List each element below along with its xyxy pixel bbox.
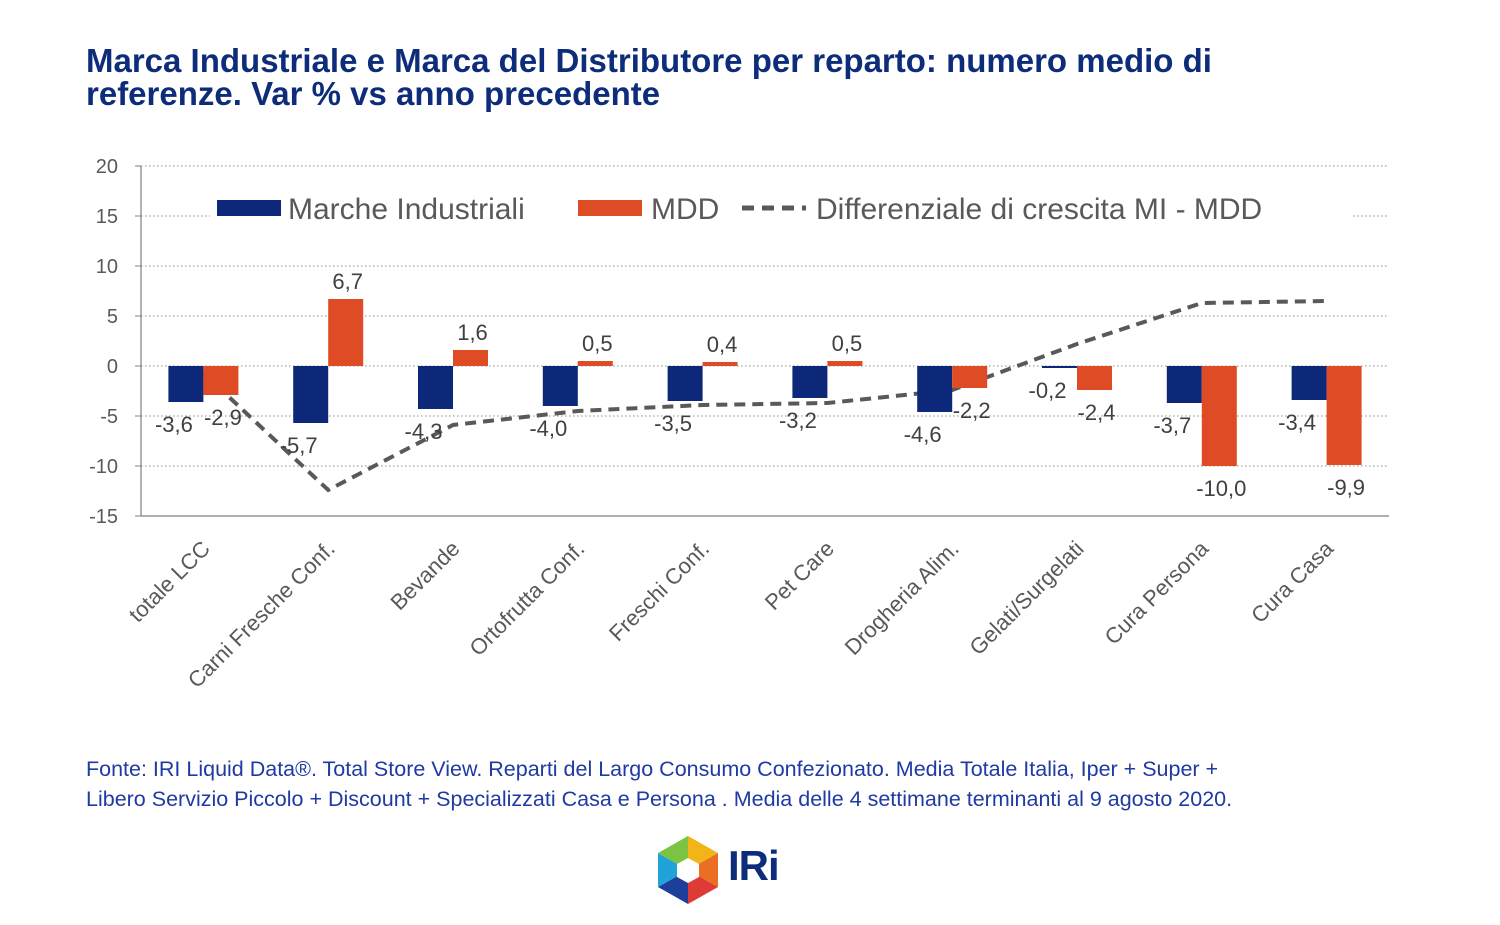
legend-background (210, 188, 1352, 230)
data-label-mdd: -2,2 (953, 398, 991, 423)
x-category-label: Freschi Conf. (604, 536, 714, 646)
iri-logo: IRi (652, 834, 812, 906)
y-tick-label: 20 (96, 156, 118, 178)
iri-logo-text: IRi (728, 842, 780, 889)
bar-mdd (827, 361, 863, 366)
differential-line (202, 299, 1327, 493)
legend-label-differential: Differenziale di crescita MI - MDD (816, 193, 1262, 226)
data-label-mdd: -2,4 (1078, 400, 1116, 425)
y-tick-label: -5 (100, 406, 118, 428)
data-label-marche-industriali: -4,6 (904, 422, 942, 447)
iri-hexagon-cube-icon (658, 836, 718, 904)
x-category-label: Cura Casa (1246, 535, 1339, 628)
bar-mdd (203, 366, 239, 395)
bar-mdd (577, 361, 613, 366)
data-label-marche-industriali: -3,7 (1153, 413, 1191, 438)
data-label-mdd: -9,9 (1327, 475, 1365, 500)
x-category-label: Cura Persona (1100, 535, 1214, 649)
x-category-label: totale LCC (124, 536, 215, 627)
bar-marche-industriali (293, 366, 329, 423)
legend-swatch-marche-industriali (217, 200, 281, 216)
bar-mdd (1326, 366, 1362, 465)
y-tick-label: 5 (107, 306, 118, 328)
data-label-mdd: -10,0 (1196, 476, 1246, 501)
bar-marche-industriali (168, 366, 204, 402)
bar-marche-industriali (542, 366, 578, 406)
y-tick-label: 0 (107, 356, 118, 378)
data-label-mdd: 1,6 (457, 320, 488, 345)
x-category-label: Ortofrutta Conf. (464, 536, 589, 661)
bar-marche-industriali (418, 366, 453, 409)
chart-title-line-2: referenze. Var % vs anno precedente (86, 75, 661, 112)
x-category-label: Gelati/Surgelati (964, 536, 1088, 660)
footnote-line-2: Libero Servizio Piccolo + Discount + Spe… (86, 787, 1233, 811)
data-label-mdd: 0,4 (707, 332, 738, 357)
data-label-mdd: 0,5 (832, 331, 863, 356)
y-tick-label: 10 (96, 256, 118, 278)
source-footnote: Fonte: IRI Liquid Data®. Total Store Vie… (86, 754, 1486, 814)
x-category-label: Pet Care (760, 536, 839, 615)
bar-mdd (328, 299, 364, 366)
bar-chart: 20 15 10 5 0 -5 -10 -15 -3,6 -2,9 totale LCC -5,7 6,… (89, 156, 1389, 693)
bar-mdd (453, 350, 488, 366)
bar-marche-industriali (917, 366, 953, 412)
bar-marche-industriali (667, 366, 703, 401)
bar-marche-industriali (1042, 366, 1077, 368)
bar-mdd (1201, 366, 1237, 466)
data-label-marche-industriali: -5,7 (280, 433, 318, 458)
bar-mdd (952, 366, 988, 388)
y-tick-label: 15 (96, 206, 118, 228)
bar-marche-industriali (1166, 366, 1202, 403)
data-label-marche-industriali: -3,5 (654, 411, 692, 436)
legend-swatch-mdd (578, 200, 642, 216)
chart-title-line-1: Marca Industriale e Marca del Distributo… (86, 42, 1212, 79)
y-tick-label: -10 (89, 456, 118, 478)
data-label-marche-industriali: -3,4 (1278, 410, 1316, 435)
footnote-line-1: Fonte: IRI Liquid Data®. Total Store Vie… (86, 757, 1219, 781)
bar-marche-industriali (1291, 366, 1327, 400)
data-label-mdd: 0,5 (582, 331, 613, 356)
data-label-mdd: -2,9 (204, 405, 242, 430)
bar-mdd (1077, 366, 1112, 390)
data-label-marche-industriali: -3,6 (155, 412, 193, 437)
x-category-label: Bevande (385, 536, 464, 615)
y-tick-label: -15 (89, 506, 118, 528)
data-label-mdd: 6,7 (332, 269, 363, 294)
data-label-marche-industriali: -3,2 (779, 408, 817, 433)
legend-label-marche-industriali: Marche Industriali (288, 193, 525, 226)
legend-label-mdd: MDD (651, 193, 719, 226)
bar-marche-industriali (792, 366, 828, 398)
x-category-label: Drogheria Alim. (840, 536, 964, 660)
chart-title: Marca Industriale e Marca del Distributo… (86, 44, 1486, 110)
data-label-marche-industriali: -0,2 (1029, 378, 1067, 403)
data-label-marche-industriali: -4,0 (529, 416, 567, 441)
bar-mdd (702, 362, 738, 366)
data-label-marche-industriali: -4,3 (405, 419, 443, 444)
